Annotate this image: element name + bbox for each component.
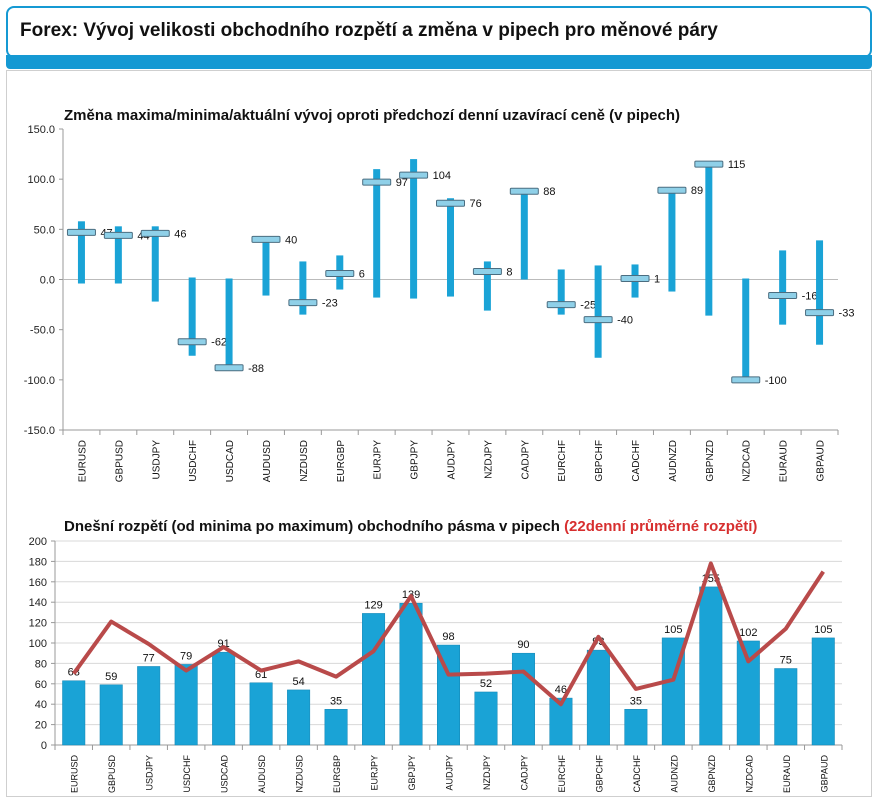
chart1-title: Změna maxima/minima/aktuální vývoj oprot…: [64, 107, 681, 124]
header-accent-strip: [6, 55, 872, 69]
page-title: Forex: Vývoj velikosti obchodního rozpět…: [20, 20, 718, 41]
charts-panel: [6, 70, 872, 797]
chart2-title-main: Dnešní rozpětí (od minima po maximum) ob…: [64, 518, 560, 535]
header-box: Forex: Vývoj velikosti obchodního rozpět…: [6, 6, 872, 58]
chart2-title-average: (22denní průměrné rozpětí): [564, 518, 758, 535]
chart2-title: Dnešní rozpětí (od minima po maximum) ob…: [64, 518, 757, 535]
